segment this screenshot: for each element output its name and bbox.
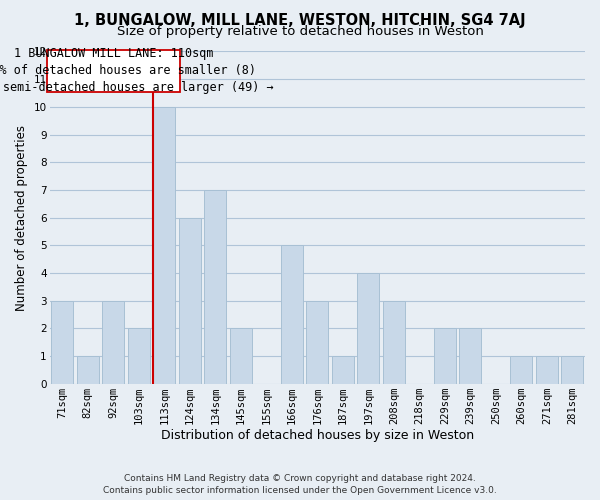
Text: Contains HM Land Registry data © Crown copyright and database right 2024.
Contai: Contains HM Land Registry data © Crown c… — [103, 474, 497, 495]
FancyBboxPatch shape — [47, 50, 180, 92]
Bar — [307, 300, 328, 384]
Bar — [460, 328, 481, 384]
Text: Size of property relative to detached houses in Weston: Size of property relative to detached ho… — [116, 25, 484, 38]
Bar — [383, 300, 404, 384]
Bar — [230, 328, 251, 384]
Bar — [179, 218, 200, 384]
Bar — [103, 300, 124, 384]
Bar — [205, 190, 226, 384]
X-axis label: Distribution of detached houses by size in Weston: Distribution of detached houses by size … — [161, 430, 474, 442]
Bar — [52, 300, 73, 384]
Bar — [536, 356, 557, 384]
Text: 1 BUNGALOW MILL LANE: 110sqm
← 14% of detached houses are smaller (8)
86% of sem: 1 BUNGALOW MILL LANE: 110sqm ← 14% of de… — [0, 48, 274, 94]
Bar — [511, 356, 532, 384]
Bar — [154, 107, 175, 384]
Bar — [128, 328, 149, 384]
Bar — [434, 328, 455, 384]
Bar — [358, 273, 379, 384]
Bar — [332, 356, 353, 384]
Bar — [281, 246, 302, 384]
Bar — [77, 356, 98, 384]
Y-axis label: Number of detached properties: Number of detached properties — [15, 124, 28, 310]
Text: 1, BUNGALOW, MILL LANE, WESTON, HITCHIN, SG4 7AJ: 1, BUNGALOW, MILL LANE, WESTON, HITCHIN,… — [74, 12, 526, 28]
Bar — [562, 356, 583, 384]
